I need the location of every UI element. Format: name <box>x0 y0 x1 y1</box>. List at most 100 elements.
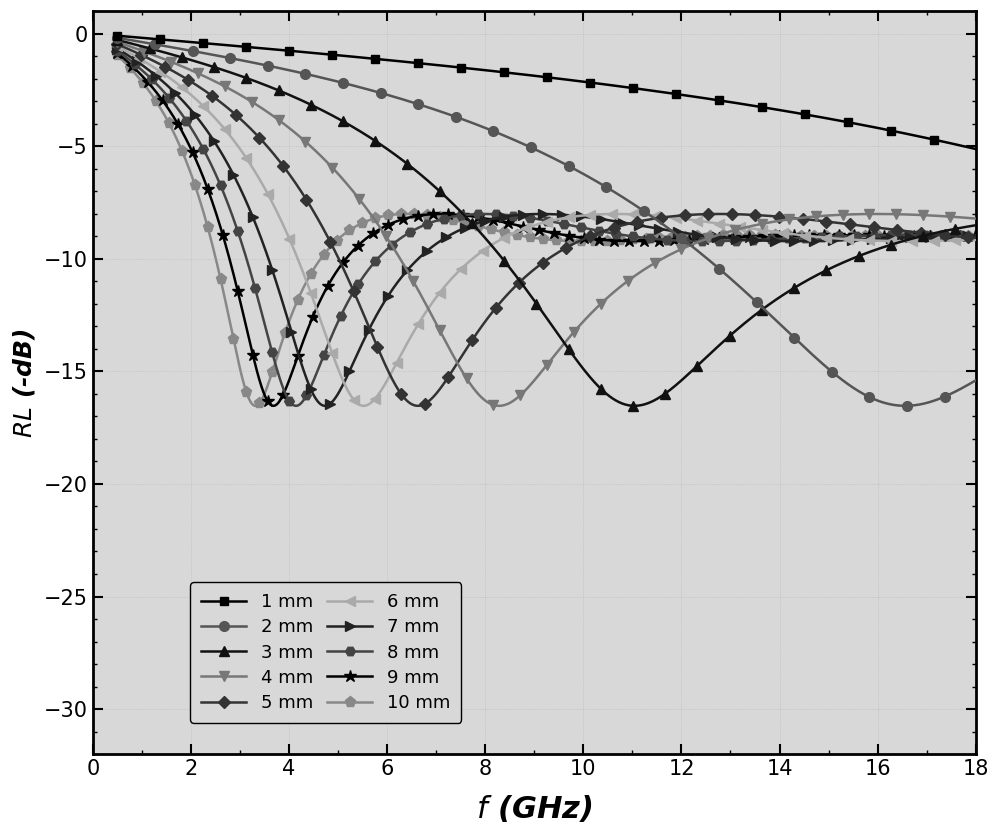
7 mm <box>319 401 331 411</box>
7 mm <box>970 230 982 240</box>
5 mm <box>970 233 982 243</box>
4 mm <box>659 252 671 262</box>
9 mm <box>267 401 279 411</box>
6 mm <box>970 235 982 245</box>
4 mm <box>970 214 982 224</box>
10 mm <box>659 232 671 242</box>
Line: 3 mm: 3 mm <box>113 35 981 411</box>
Line: 1 mm: 1 mm <box>113 32 980 153</box>
4 mm <box>493 401 505 411</box>
4 mm <box>111 37 123 47</box>
8 mm <box>852 230 864 240</box>
X-axis label: $f$ (GHz): $f$ (GHz) <box>476 793 593 824</box>
9 mm <box>633 236 645 246</box>
6 mm <box>111 41 123 51</box>
6 mm <box>357 401 369 411</box>
3 mm <box>970 220 982 230</box>
5 mm <box>659 212 671 222</box>
10 mm <box>852 231 864 241</box>
2 mm <box>610 188 622 198</box>
7 mm <box>763 235 775 245</box>
1 mm <box>164 35 176 45</box>
5 mm <box>852 220 864 230</box>
6 mm <box>659 212 671 222</box>
7 mm <box>611 216 623 226</box>
7 mm <box>633 220 645 230</box>
9 mm <box>763 231 775 241</box>
1 mm <box>610 81 622 91</box>
Line: 7 mm: 7 mm <box>113 43 981 411</box>
5 mm <box>412 401 424 411</box>
Legend: 1 mm, 2 mm, 3 mm, 4 mm, 5 mm, 6 mm, 7 mm, 8 mm, 9 mm, 10 mm: 1 mm, 2 mm, 3 mm, 4 mm, 5 mm, 6 mm, 7 mm… <box>190 582 461 723</box>
7 mm <box>852 235 864 245</box>
1 mm <box>762 104 774 114</box>
4 mm <box>852 210 864 220</box>
2 mm <box>970 376 982 386</box>
2 mm <box>762 308 774 318</box>
4 mm <box>633 268 645 278</box>
Y-axis label: $RL$ (-dB): $RL$ (-dB) <box>11 327 37 438</box>
7 mm <box>164 83 176 93</box>
1 mm <box>850 119 862 129</box>
6 mm <box>633 210 645 220</box>
3 mm <box>633 401 645 411</box>
3 mm <box>628 401 640 411</box>
Line: 8 mm: 8 mm <box>113 46 981 411</box>
5 mm <box>111 39 123 49</box>
8 mm <box>164 94 176 104</box>
9 mm <box>611 235 623 245</box>
8 mm <box>659 235 671 245</box>
7 mm <box>111 43 123 53</box>
3 mm <box>659 388 671 398</box>
10 mm <box>970 231 982 241</box>
8 mm <box>290 401 302 411</box>
5 mm <box>611 222 623 232</box>
Line: 4 mm: 4 mm <box>113 38 981 411</box>
9 mm <box>970 231 982 241</box>
6 mm <box>763 226 775 236</box>
Line: 5 mm: 5 mm <box>113 40 980 410</box>
2 mm <box>164 42 176 52</box>
8 mm <box>633 232 645 242</box>
Line: 9 mm: 9 mm <box>111 47 982 412</box>
2 mm <box>658 220 670 230</box>
6 mm <box>611 209 623 219</box>
Line: 6 mm: 6 mm <box>113 42 981 411</box>
10 mm <box>111 50 123 60</box>
1 mm <box>970 144 982 154</box>
7 mm <box>659 225 671 235</box>
4 mm <box>611 285 623 295</box>
3 mm <box>111 35 123 45</box>
4 mm <box>763 217 775 227</box>
Line: 2 mm: 2 mm <box>113 33 981 411</box>
10 mm <box>611 235 623 245</box>
Line: 10 mm: 10 mm <box>112 50 981 412</box>
9 mm <box>852 230 864 240</box>
3 mm <box>852 251 864 261</box>
1 mm <box>658 88 670 98</box>
8 mm <box>970 230 982 240</box>
9 mm <box>164 106 176 116</box>
8 mm <box>763 235 775 245</box>
2 mm <box>899 401 911 411</box>
10 mm <box>763 230 775 240</box>
5 mm <box>633 216 645 226</box>
10 mm <box>249 401 261 411</box>
2 mm <box>850 385 862 395</box>
3 mm <box>610 396 622 406</box>
5 mm <box>164 64 176 74</box>
8 mm <box>111 46 123 56</box>
10 mm <box>633 234 645 244</box>
6 mm <box>164 73 176 84</box>
3 mm <box>763 299 775 309</box>
3 mm <box>164 49 176 59</box>
1 mm <box>111 31 123 41</box>
6 mm <box>852 235 864 245</box>
2 mm <box>111 33 123 43</box>
1 mm <box>632 84 644 94</box>
4 mm <box>164 57 176 67</box>
2 mm <box>632 202 644 212</box>
8 mm <box>611 229 623 239</box>
9 mm <box>659 235 671 245</box>
5 mm <box>763 211 775 221</box>
